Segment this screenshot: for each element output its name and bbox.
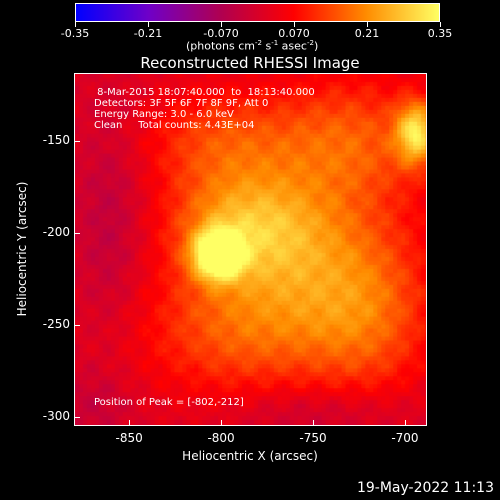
info-energy-range: Energy Range: 3.0 - 6.0 keV	[94, 109, 234, 120]
plot-title: Reconstructed RHESSI Image	[140, 54, 360, 72]
colorbar-tick-mark	[75, 22, 76, 27]
y-tick-label: -150	[42, 133, 70, 148]
info-total-counts: Clean Total counts: 4.43E+04	[94, 120, 255, 131]
colorbar-tick-mark	[367, 22, 368, 27]
x-tick-label: -800	[207, 431, 235, 445]
y-axis-label: Heliocentric Y (arcsec)	[15, 181, 29, 317]
x-tick-label: -850	[115, 431, 143, 445]
rhessi-image	[75, 74, 426, 425]
x-axis-label: Heliocentric X (arcsec)	[182, 449, 318, 463]
info-time-range: 8-Mar-2015 18:07:40.000 to 18:13:40.000	[94, 87, 315, 98]
info-detectors: Detectors: 3F 5F 6F 7F 8F 9F, Att 0	[94, 98, 269, 109]
y-tick-label: -250	[42, 316, 70, 331]
image-plot-area	[74, 73, 427, 426]
x-tick-mark	[221, 420, 223, 426]
y-tick-mark	[74, 416, 80, 418]
y-tick-mark	[74, 232, 80, 234]
colorbar-tick-label: 0.070	[278, 27, 310, 40]
y-tick-label: -300	[42, 408, 70, 423]
colorbar-tick-mark	[294, 22, 295, 27]
colorbar-tick-label: -0.070	[203, 27, 239, 40]
x-tick-mark	[404, 420, 406, 426]
x-tick-mark	[313, 420, 314, 426]
timestamp: 19-May-2022 11:13	[356, 480, 494, 496]
colorbar-tick-mark	[221, 22, 222, 27]
x-tick-label: -700	[391, 431, 419, 445]
y-tick-mark	[74, 141, 80, 143]
y-tick-mark	[74, 324, 80, 326]
peak-position-text: Position of Peak = [-802,-212]	[94, 397, 244, 408]
colorbar-tick-label: -0.35	[60, 27, 90, 40]
colorbar-tick-mark	[440, 22, 441, 27]
colorbar-unit-label: (photons cm-2 s-1 asec-2)	[186, 39, 319, 53]
x-tick-mark	[129, 420, 131, 426]
colorbar-tick-label: 0.35	[427, 27, 453, 40]
colorbar	[75, 3, 440, 22]
colorbar-tick-label: -0.21	[133, 27, 163, 40]
colorbar-tick-label: 0.21	[354, 27, 380, 40]
colorbar-tick-mark	[148, 22, 149, 27]
y-tick-label: -200	[42, 224, 70, 239]
x-tick-label: -750	[299, 431, 327, 445]
